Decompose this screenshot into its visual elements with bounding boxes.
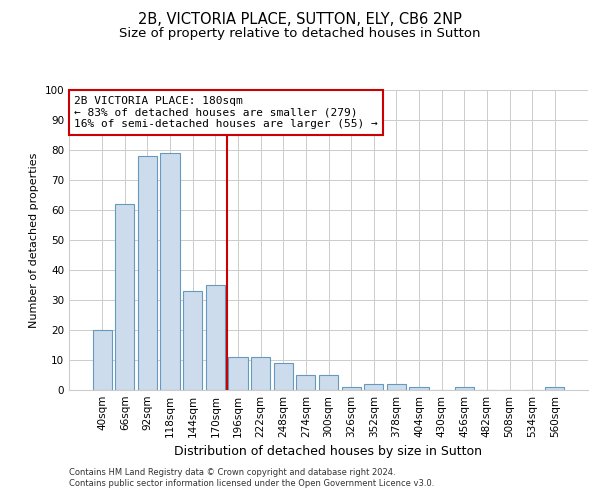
Bar — [115, 204, 134, 390]
Text: Contains HM Land Registry data © Crown copyright and database right 2024.
Contai: Contains HM Land Registry data © Crown c… — [69, 468, 434, 487]
Bar — [341, 387, 361, 390]
Bar — [274, 363, 293, 390]
Bar — [455, 387, 474, 390]
Bar — [409, 387, 428, 390]
Bar — [160, 153, 180, 390]
Bar — [545, 387, 565, 390]
Text: 2B, VICTORIA PLACE, SUTTON, ELY, CB6 2NP: 2B, VICTORIA PLACE, SUTTON, ELY, CB6 2NP — [138, 12, 462, 28]
Y-axis label: Number of detached properties: Number of detached properties — [29, 152, 39, 328]
Bar — [183, 291, 202, 390]
Bar — [364, 384, 383, 390]
Bar — [251, 357, 270, 390]
Bar — [138, 156, 157, 390]
Bar — [206, 285, 225, 390]
Bar — [387, 384, 406, 390]
Bar — [296, 375, 316, 390]
Bar — [229, 357, 248, 390]
Bar — [92, 330, 112, 390]
Bar — [319, 375, 338, 390]
Text: Size of property relative to detached houses in Sutton: Size of property relative to detached ho… — [119, 28, 481, 40]
X-axis label: Distribution of detached houses by size in Sutton: Distribution of detached houses by size … — [175, 446, 482, 458]
Text: 2B VICTORIA PLACE: 180sqm
← 83% of detached houses are smaller (279)
16% of semi: 2B VICTORIA PLACE: 180sqm ← 83% of detac… — [74, 96, 378, 129]
